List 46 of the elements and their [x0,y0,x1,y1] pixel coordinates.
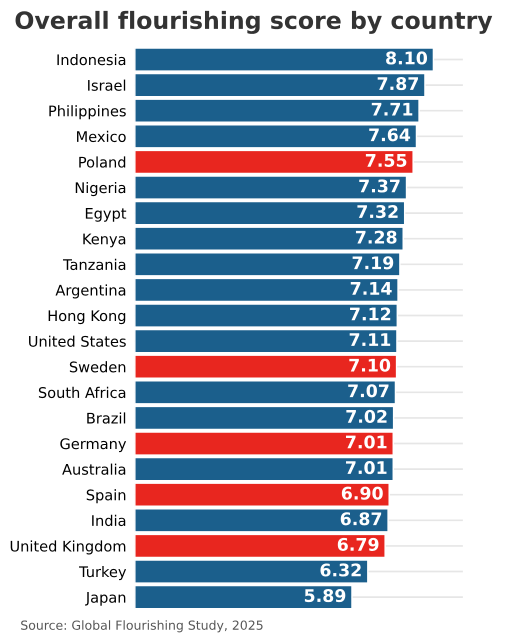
data-label: 7.19 [352,256,394,270]
data-label: 7.11 [350,333,390,346]
data-label: 5.89 [304,589,346,602]
y-tick-label: South Africa [38,386,126,398]
data-label: 7.71 [372,102,412,116]
y-tick-label: Poland [79,156,126,168]
chart-title: Overall flourishing score by country [16,10,492,34]
y-tick-label: Philippines [49,105,126,120]
data-label: 7.32 [357,205,398,218]
data-label: 7.01 [346,435,386,449]
data-label: 7.64 [369,128,410,142]
data-label: 6.79 [338,538,378,551]
y-tick-label: Nigeria [76,182,126,196]
y-tick-label: Mexico [77,130,126,142]
y-tick-label: Turkey [79,566,126,580]
y-tick-label: Argentina [56,284,126,298]
y-tick-label: Germany [60,438,126,452]
y-tick-label: United States [29,336,126,347]
y-tick-label: United Kingdom [10,540,126,554]
data-label: 6.32 [320,563,361,577]
data-label: 7.87 [378,77,418,90]
data-label: 7.37 [359,179,400,193]
y-tick-label: Sweden [70,361,126,372]
y-tick-label: India [92,514,126,526]
y-tick-label: Brazil [87,412,126,424]
y-tick-label: Australia [62,464,126,475]
data-label: 7.14 [350,282,392,295]
data-label: 6.87 [340,512,382,526]
y-tick-label: Israel [88,80,126,91]
data-label: 7.02 [346,410,387,423]
data-label: 7.01 [346,461,386,474]
y-tick-label: Hong Kong [48,310,126,324]
data-label: 7.10 [349,358,390,372]
y-tick-label: Egypt [86,208,126,222]
y-tick-label: Kenya [83,234,126,248]
data-label: 7.12 [350,307,390,320]
data-label: 7.28 [356,230,397,244]
y-tick-label: Indonesia [57,54,126,66]
y-tick-label: Tanzania [62,258,126,270]
data-label: 7.55 [366,154,406,167]
y-tick-label: Spain [86,489,126,504]
data-label: 7.07 [348,384,389,398]
source-note: Source: Global Flourishing Study, 2025 [21,620,263,632]
data-label: 6.90 [342,486,383,500]
data-label: 8.10 [386,51,428,65]
y-tick-label: Japan [85,592,126,606]
